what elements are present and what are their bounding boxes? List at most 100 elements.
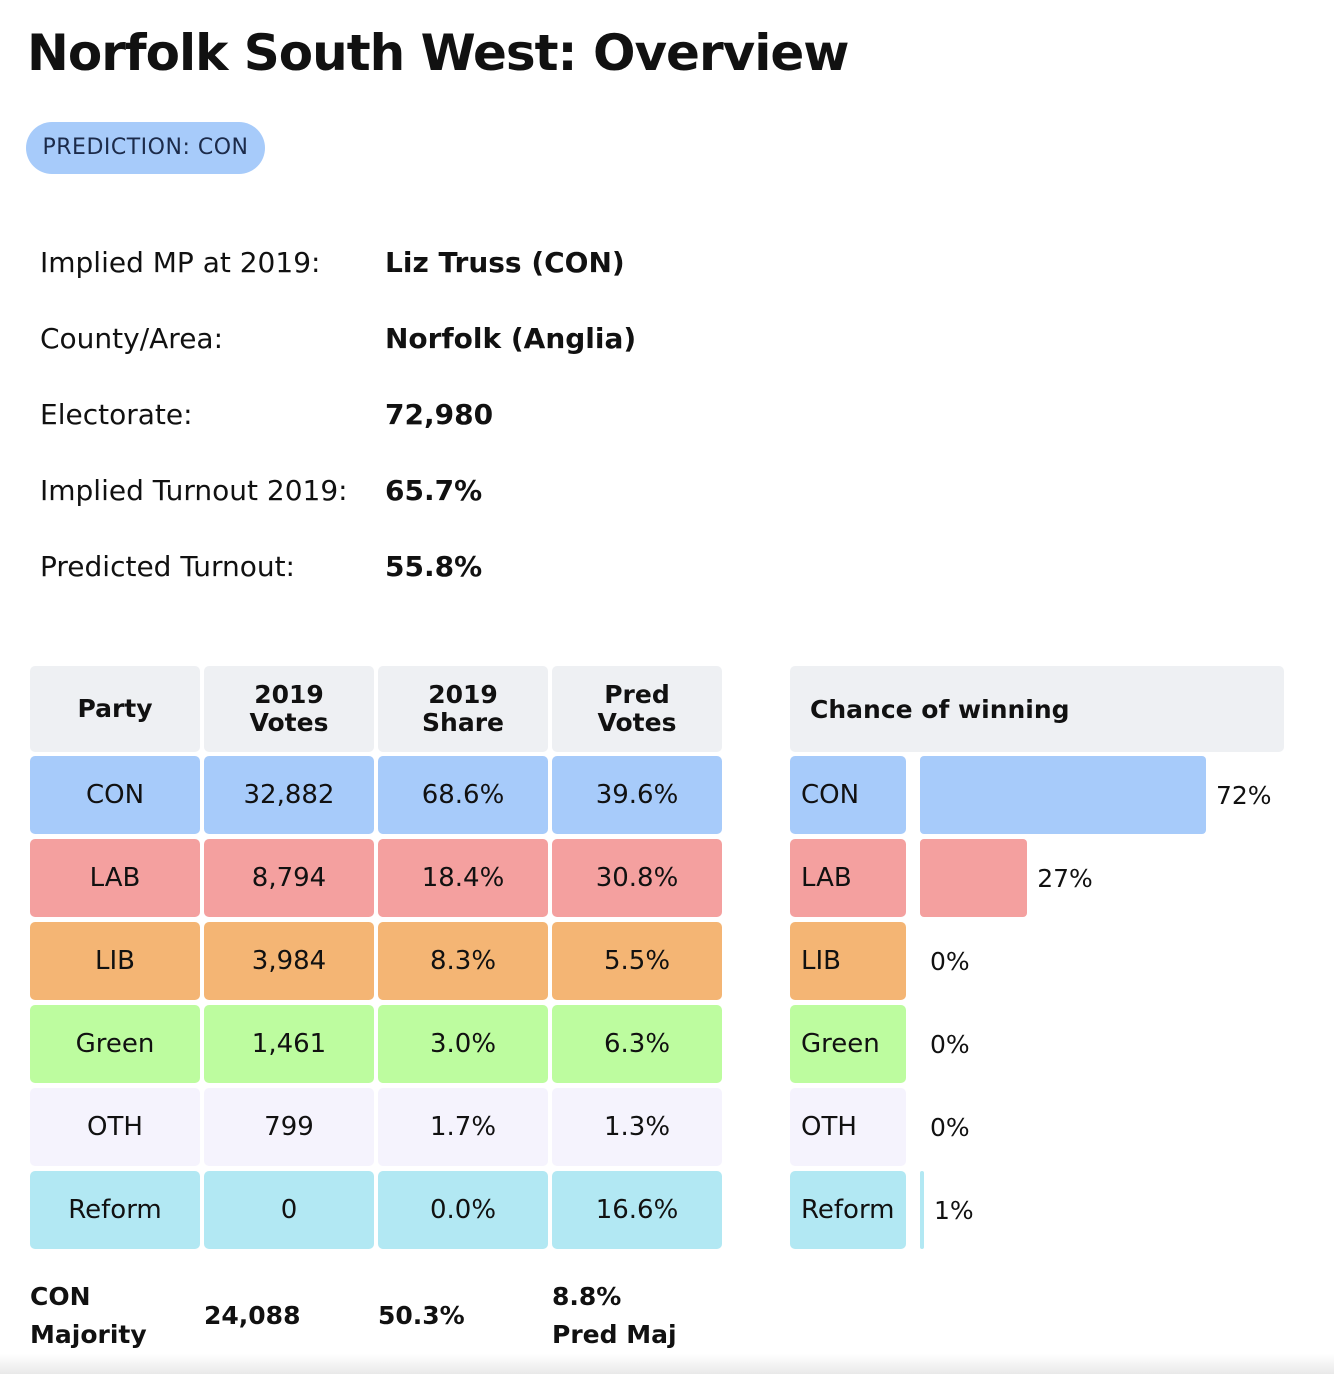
cell-text: Pred Maj (552, 1320, 677, 1349)
cell-text: CON (85, 780, 145, 810)
chance-party-label: CON (790, 756, 906, 834)
info-value: 65.7% (385, 474, 483, 507)
cell-text: 8.8% (552, 1282, 622, 1311)
chance-party-label: OTH (790, 1088, 906, 1166)
table-cell: 0 (204, 1171, 374, 1249)
info-value: Liz Truss (CON) (385, 246, 625, 279)
cell-text: Party (77, 694, 153, 723)
table-header-cell: Party (30, 666, 200, 752)
chance-party-label: LAB (790, 839, 906, 917)
table-cell: 1.3% (552, 1088, 722, 1166)
info-row-turnout-2019: Implied Turnout 2019: 65.7% (40, 474, 636, 550)
cell-text: CON (30, 1282, 91, 1311)
prediction-badge: PREDICTION: CON (26, 122, 265, 174)
cell-text: OTH (87, 1112, 143, 1142)
table-cell: 3.0% (378, 1005, 548, 1083)
cell-text: Pred (604, 680, 670, 709)
cell-text: LAB (89, 863, 141, 893)
cell-text: 799 (264, 1112, 314, 1142)
cell-text: 3.0% (429, 1029, 497, 1059)
chance-percent-label: 72% (1216, 780, 1272, 810)
table-cell: OTH (30, 1088, 200, 1166)
cell-text: 50.3% (378, 1301, 465, 1330)
table-footer-cell: 24,088 (204, 1276, 374, 1356)
cell-text: 5.5% (603, 946, 671, 976)
cell-text: 2019 (254, 680, 324, 709)
table-cell: Reform (30, 1171, 200, 1249)
chance-bar (920, 839, 1028, 917)
chance-percent-label: 27% (1037, 863, 1093, 893)
info-value: 72,980 (385, 398, 494, 431)
cell-text: Votes (249, 708, 329, 737)
cell-text: 3,984 (251, 946, 327, 976)
table-cell: LIB (30, 922, 200, 1000)
cell-text: 1,461 (251, 1029, 327, 1059)
table-cell: 3,984 (204, 922, 374, 1000)
bottom-fade (0, 1354, 1334, 1374)
table-header-cell: 2019 Share (378, 666, 548, 752)
info-row-electorate: Electorate: 72,980 (40, 398, 636, 474)
info-label: Implied Turnout 2019: (40, 474, 348, 507)
info-value: 55.8% (385, 550, 483, 583)
cell-text: LIB (95, 946, 135, 976)
chance-party-label: LIB (790, 922, 906, 1000)
chance-of-winning-header: Chance of winning (790, 666, 1284, 752)
table-cell: 8,794 (204, 839, 374, 917)
chance-percent-label: 1% (933, 1195, 974, 1225)
cell-text: Majority (30, 1320, 147, 1349)
table-footer-cell: 8.8% Pred Maj (552, 1276, 722, 1356)
table-cell: 18.4% (378, 839, 548, 917)
constituency-info: Implied MP at 2019: Liz Truss (CON) Coun… (40, 246, 636, 626)
cell-text: Reform (68, 1195, 162, 1225)
chance-party-label: Reform (790, 1171, 906, 1249)
chance-party-label: Green (790, 1005, 906, 1083)
table-cell: 1,461 (204, 1005, 374, 1083)
table-cell: 1.7% (378, 1088, 548, 1166)
chance-percent-label: 0% (930, 1029, 970, 1059)
cell-text: 8,794 (251, 863, 327, 893)
table-cell: LAB (30, 839, 200, 917)
table-cell: 16.6% (552, 1171, 722, 1249)
info-value: Norfolk (Anglia) (385, 322, 637, 355)
table-cell: 68.6% (378, 756, 548, 834)
chance-percent-label: 0% (930, 1112, 970, 1142)
info-label: Electorate: (40, 398, 193, 431)
cell-text: 1.3% (603, 1112, 671, 1142)
page-title: Norfolk South West: Overview (27, 24, 849, 82)
table-footer-cell: CON Majority (30, 1276, 200, 1356)
cell-text: Green (75, 1029, 155, 1059)
chance-bar (920, 756, 1206, 834)
cell-text: Share (422, 708, 504, 737)
cell-text: 0 (280, 1195, 298, 1225)
table-footer-cell: 50.3% (378, 1276, 548, 1356)
cell-text: 18.4% (421, 863, 505, 893)
cell-text: 32,882 (243, 780, 335, 810)
info-row-mp: Implied MP at 2019: Liz Truss (CON) (40, 246, 636, 322)
table-cell: 5.5% (552, 922, 722, 1000)
cell-text: 39.6% (595, 780, 679, 810)
cell-text: 8.3% (429, 946, 497, 976)
info-row-county: County/Area: Norfolk (Anglia) (40, 322, 636, 398)
table-header-cell: Pred Votes (552, 666, 722, 752)
cell-text: 68.6% (421, 780, 505, 810)
chance-bar (920, 1171, 924, 1249)
cell-text: 24,088 (204, 1301, 301, 1330)
info-label: Predicted Turnout: (40, 550, 295, 583)
cell-text: 1.7% (429, 1112, 497, 1142)
cell-text: Votes (597, 708, 677, 737)
table-cell: 6.3% (552, 1005, 722, 1083)
table-cell: Green (30, 1005, 200, 1083)
table-cell: 30.8% (552, 839, 722, 917)
table-cell: CON (30, 756, 200, 834)
info-label: Implied MP at 2019: (40, 246, 321, 279)
cell-text: 6.3% (603, 1029, 671, 1059)
cell-text: 16.6% (595, 1195, 679, 1225)
cell-text: 0.0% (429, 1195, 497, 1225)
chance-percent-label: 0% (930, 946, 970, 976)
table-cell: 39.6% (552, 756, 722, 834)
table-cell: 799 (204, 1088, 374, 1166)
table-cell: 0.0% (378, 1171, 548, 1249)
cell-text: 30.8% (595, 863, 679, 893)
cell-text: 2019 (428, 680, 498, 709)
info-row-predicted-turnout: Predicted Turnout: 55.8% (40, 550, 636, 626)
